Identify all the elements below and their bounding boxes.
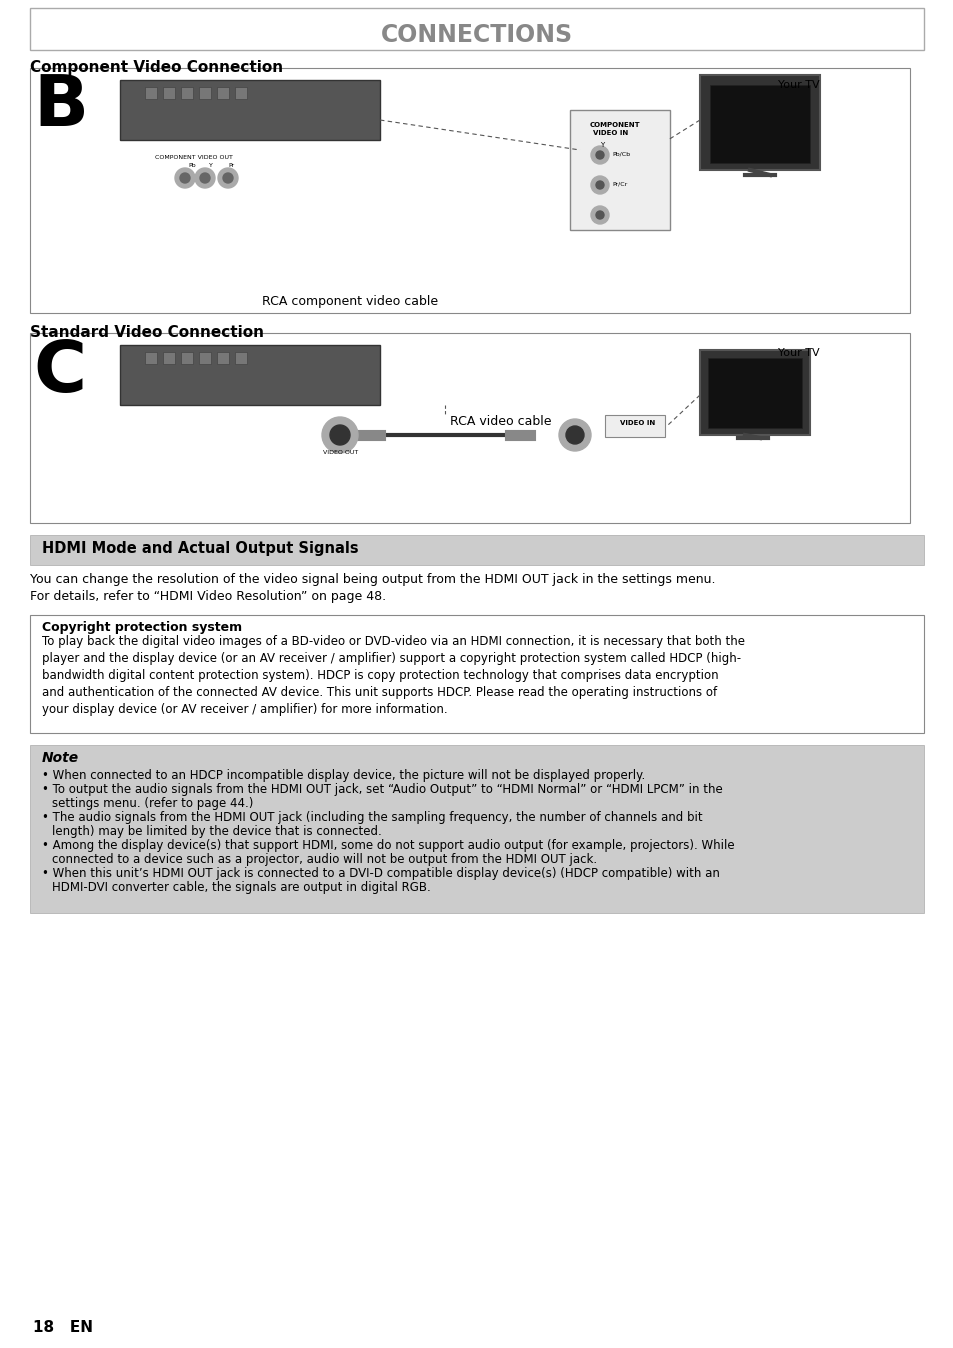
Circle shape bbox=[330, 425, 350, 445]
Circle shape bbox=[590, 146, 608, 164]
Text: B: B bbox=[33, 71, 88, 142]
FancyBboxPatch shape bbox=[30, 535, 923, 565]
FancyBboxPatch shape bbox=[707, 359, 801, 429]
FancyBboxPatch shape bbox=[120, 345, 379, 404]
FancyBboxPatch shape bbox=[216, 88, 229, 98]
Text: connected to a device such as a projector, audio will not be output from the HDM: connected to a device such as a projecto… bbox=[52, 853, 597, 865]
Circle shape bbox=[596, 151, 603, 159]
Text: settings menu. (refer to page 44.): settings menu. (refer to page 44.) bbox=[52, 797, 253, 810]
FancyBboxPatch shape bbox=[181, 88, 193, 98]
Text: Y: Y bbox=[599, 142, 603, 148]
Circle shape bbox=[590, 177, 608, 194]
Text: Component Video Connection: Component Video Connection bbox=[30, 61, 283, 75]
Circle shape bbox=[218, 168, 237, 187]
Text: To play back the digital video images of a BD-video or DVD-video via an HDMI con: To play back the digital video images of… bbox=[42, 635, 744, 716]
Text: Pr: Pr bbox=[228, 163, 233, 168]
Text: Copyright protection system: Copyright protection system bbox=[42, 621, 242, 634]
Text: RCA video cable: RCA video cable bbox=[450, 415, 551, 429]
FancyBboxPatch shape bbox=[30, 745, 923, 913]
FancyBboxPatch shape bbox=[700, 75, 820, 170]
Text: • To output the audio signals from the HDMI OUT jack, set “Audio Output” to “HDM: • To output the audio signals from the H… bbox=[42, 783, 722, 797]
Circle shape bbox=[223, 173, 233, 183]
FancyBboxPatch shape bbox=[181, 352, 193, 364]
FancyBboxPatch shape bbox=[199, 88, 211, 98]
FancyBboxPatch shape bbox=[163, 352, 174, 364]
Text: • When this unit’s HDMI OUT jack is connected to a DVI-D compatible display devi: • When this unit’s HDMI OUT jack is conn… bbox=[42, 867, 720, 880]
Text: Note: Note bbox=[42, 751, 79, 766]
FancyBboxPatch shape bbox=[234, 352, 247, 364]
Text: Your TV: Your TV bbox=[778, 80, 820, 90]
Circle shape bbox=[322, 417, 357, 453]
Text: COMPONENT VIDEO OUT: COMPONENT VIDEO OUT bbox=[154, 155, 233, 160]
FancyBboxPatch shape bbox=[30, 333, 909, 523]
FancyBboxPatch shape bbox=[30, 8, 923, 50]
Circle shape bbox=[174, 168, 194, 187]
Circle shape bbox=[596, 212, 603, 218]
Circle shape bbox=[596, 181, 603, 189]
Text: VIDEO IN: VIDEO IN bbox=[619, 421, 655, 426]
Circle shape bbox=[180, 173, 190, 183]
Text: • The audio signals from the HDMI OUT jack (including the sampling frequency, th: • The audio signals from the HDMI OUT ja… bbox=[42, 811, 702, 824]
Text: Y: Y bbox=[209, 163, 213, 168]
Text: 18   EN: 18 EN bbox=[33, 1320, 92, 1335]
Text: Your TV: Your TV bbox=[778, 348, 820, 359]
Circle shape bbox=[194, 168, 214, 187]
FancyBboxPatch shape bbox=[604, 415, 664, 437]
Text: HDMI Mode and Actual Output Signals: HDMI Mode and Actual Output Signals bbox=[42, 541, 358, 555]
Text: C: C bbox=[33, 338, 86, 407]
Text: VIDEO IN: VIDEO IN bbox=[593, 129, 628, 136]
Circle shape bbox=[590, 206, 608, 224]
FancyBboxPatch shape bbox=[216, 352, 229, 364]
Text: • Among the display device(s) that support HDMI, some do not support audio outpu: • Among the display device(s) that suppo… bbox=[42, 838, 734, 852]
FancyBboxPatch shape bbox=[709, 85, 809, 163]
Text: COMPONENT: COMPONENT bbox=[589, 123, 640, 128]
FancyBboxPatch shape bbox=[30, 67, 909, 313]
Text: Standard Video Connection: Standard Video Connection bbox=[30, 325, 264, 340]
Text: You can change the resolution of the video signal being output from the HDMI OUT: You can change the resolution of the vid… bbox=[30, 573, 715, 603]
Circle shape bbox=[200, 173, 210, 183]
Text: length) may be limited by the device that is connected.: length) may be limited by the device tha… bbox=[52, 825, 381, 838]
FancyBboxPatch shape bbox=[700, 350, 809, 435]
Text: VIDEO OUT: VIDEO OUT bbox=[323, 450, 358, 456]
FancyBboxPatch shape bbox=[163, 88, 174, 98]
FancyBboxPatch shape bbox=[199, 352, 211, 364]
Text: Pb: Pb bbox=[188, 163, 195, 168]
Text: • When connected to an HDCP incompatible display device, the picture will not be: • When connected to an HDCP incompatible… bbox=[42, 768, 644, 782]
Text: Pb/Cb: Pb/Cb bbox=[612, 152, 630, 156]
FancyBboxPatch shape bbox=[145, 88, 157, 98]
Circle shape bbox=[558, 419, 590, 452]
Text: HDMI-DVI converter cable, the signals are output in digital RGB.: HDMI-DVI converter cable, the signals ar… bbox=[52, 882, 431, 894]
Circle shape bbox=[565, 426, 583, 443]
Text: RCA component video cable: RCA component video cable bbox=[262, 295, 437, 307]
FancyBboxPatch shape bbox=[569, 111, 669, 231]
Text: Pr/Cr: Pr/Cr bbox=[612, 182, 626, 187]
FancyBboxPatch shape bbox=[120, 80, 379, 140]
FancyBboxPatch shape bbox=[30, 615, 923, 733]
FancyBboxPatch shape bbox=[145, 352, 157, 364]
Text: CONNECTIONS: CONNECTIONS bbox=[380, 23, 573, 47]
FancyBboxPatch shape bbox=[234, 88, 247, 98]
